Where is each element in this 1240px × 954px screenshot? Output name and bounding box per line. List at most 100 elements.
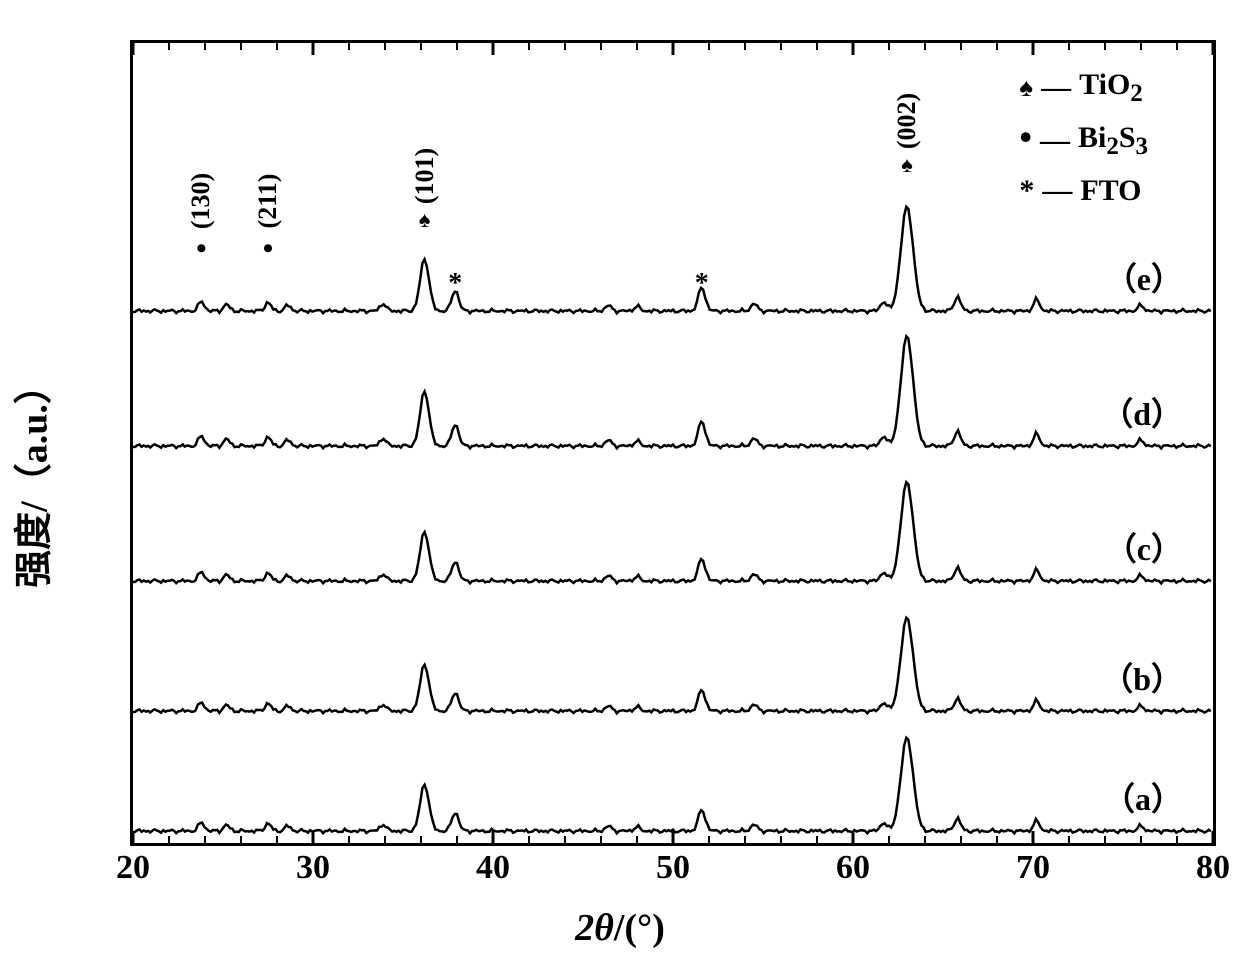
xtick-minor [204,836,206,843]
xtick [1032,831,1035,843]
xtick-label: 50 [656,849,690,887]
xtick-minor-top [960,43,962,50]
xtick-minor [816,836,818,843]
xtick-minor [528,836,530,843]
xtick-minor [564,836,566,843]
xtick-minor [384,836,386,843]
xrd-trace-c [133,482,1211,583]
legend-text: Bi2S3 [1078,114,1148,167]
star-icon: * [1019,167,1034,215]
xtick-minor-top [708,43,710,50]
xtick-minor [1140,836,1142,843]
xtick [672,831,675,843]
xtick [312,831,315,843]
trace-label-c: （c） [1105,524,1183,570]
xtick-label: 30 [296,849,330,887]
x-axis-label: 2θ/(°) [575,906,665,950]
xrd-trace-d [133,336,1211,448]
xtick-minor [1104,836,1106,843]
xrd-trace-b [133,618,1211,714]
xtick-minor-top [996,43,998,50]
legend-item-bi2s3: • — Bi2S3 [1019,114,1148,167]
xtick-minor-top [636,43,638,50]
xtick-top [852,43,855,55]
xtick-label: 60 [836,849,870,887]
legend-text: FTO [1080,167,1141,215]
xtick-top [312,43,315,55]
legend-item-tio2: ♠ — TiO2 [1019,61,1148,114]
xtick-minor-top [780,43,782,50]
xtick-top [1032,43,1035,55]
xtick-minor [348,836,350,843]
xrd-trace-a [133,738,1211,834]
xrd-trace-e [133,207,1211,314]
trace-label-b: （b） [1101,654,1183,700]
xtick-minor-top [600,43,602,50]
xtick [852,831,855,843]
xtick-minor-top [240,43,242,50]
xtick-minor [1068,836,1070,843]
xtick-minor-top [168,43,170,50]
star-icon: * [695,268,709,300]
legend-dash: — [1040,117,1070,165]
xtick-top [492,43,495,55]
y-axis-label: 强度/（a.u.） [3,366,58,588]
peak-label: (211) [253,174,283,229]
xtick-minor [1176,836,1178,843]
xtick-minor [924,836,926,843]
trace-label-d: （d） [1101,389,1183,435]
peak-label: (130) [186,173,216,229]
xtick-minor [276,836,278,843]
legend-dash: — [1042,167,1072,215]
xtick-label: 40 [476,849,510,887]
xtick-minor [888,836,890,843]
xtick-minor-top [276,43,278,50]
legend: ♠ — TiO2 • — Bi2S3 * — FTO [1019,61,1148,215]
trace-label-e: （e） [1105,254,1183,300]
xtick-minor [168,836,170,843]
dot-icon: • [263,232,274,266]
xtick-minor [636,836,638,843]
plot-area: ♠ — TiO2 • — Bi2S3 * — FTO 2030405060708… [130,40,1216,846]
xtick-minor-top [384,43,386,50]
xtick-minor [960,836,962,843]
xtick-minor [240,836,242,843]
xtick-minor [996,836,998,843]
xtick-minor [708,836,710,843]
xtick-minor-top [744,43,746,50]
xtick-minor [456,836,458,843]
xtick-label: 70 [1016,849,1050,887]
xtick-minor [420,836,422,843]
xtick-top [672,43,675,55]
xtick-minor-top [528,43,530,50]
xtick [492,831,495,843]
xtick-minor [600,836,602,843]
xtick-minor-top [564,43,566,50]
xtick-minor-top [924,43,926,50]
xtick [132,831,135,843]
xtick-minor-top [348,43,350,50]
xtick-minor [780,836,782,843]
dot-icon: • [196,232,207,266]
spade-icon: ♠ [419,207,431,233]
xtick-minor-top [888,43,890,50]
spade-icon: ♠ [1019,67,1033,109]
xtick-minor-top [1140,43,1142,50]
legend-text: TiO2 [1079,61,1143,114]
xtick-minor-top [1104,43,1106,50]
legend-item-fto: * — FTO [1019,167,1148,215]
xtick-minor [744,836,746,843]
star-icon: * [448,268,462,300]
xtick-minor-top [1176,43,1178,50]
xrd-chart: 强度/（a.u.） ♠ — TiO2 • — Bi2S3 * — [0,0,1240,954]
xtick-label: 20 [116,849,150,887]
xtick-top [132,43,135,55]
spade-icon: ♠ [901,152,913,178]
xtick-minor-top [204,43,206,50]
trace-label-a: （a） [1103,774,1183,820]
xtick-minor-top [1068,43,1070,50]
xtick [1212,831,1215,843]
xtick-minor-top [420,43,422,50]
xtick-label: 80 [1196,849,1230,887]
xtick-top [1212,43,1215,55]
